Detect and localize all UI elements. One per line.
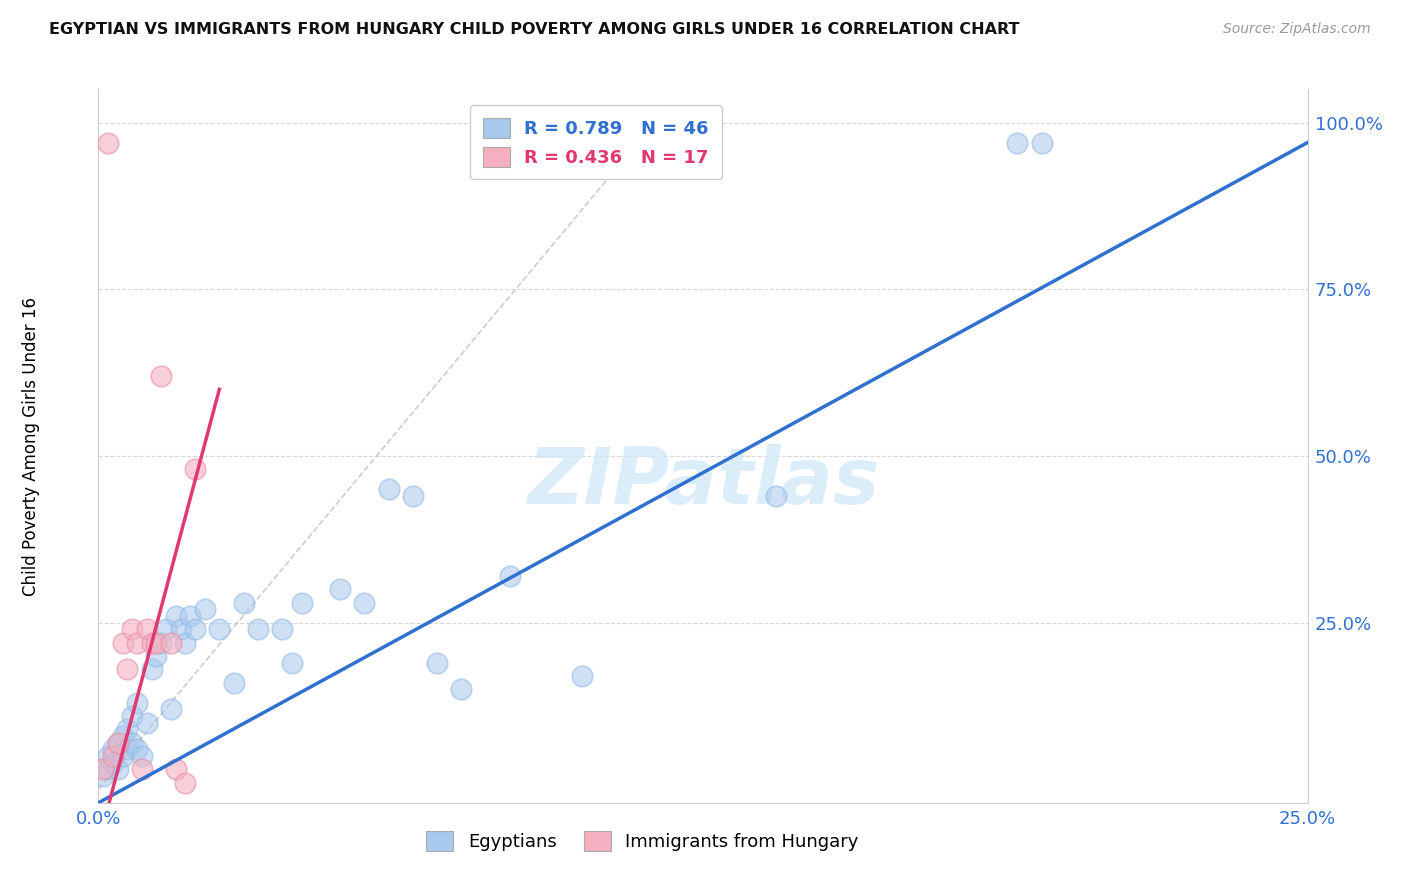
Point (145, 649, 167, 664)
Point (91, 763, 114, 777)
Point (111, 636, 134, 650)
Point (232, 596, 254, 610)
Point (127, 636, 149, 650)
Point (145, 636, 167, 650)
Point (150, 636, 173, 650)
Point (174, 776, 197, 790)
Point (271, 623, 294, 637)
Point (97, 763, 120, 777)
Point (121, 736, 143, 750)
Point (169, 623, 191, 637)
Point (107, 736, 129, 750)
Point (247, 623, 270, 637)
Point (194, 602, 217, 616)
Point (184, 623, 207, 637)
Point (353, 596, 375, 610)
Point (174, 636, 197, 650)
Point (131, 749, 153, 764)
Point (101, 749, 124, 764)
Point (117, 742, 139, 756)
Point (127, 696, 149, 710)
Point (135, 623, 157, 637)
Point (150, 368, 173, 383)
Point (208, 623, 231, 637)
Point (97, 749, 120, 764)
Point (290, 596, 312, 610)
Point (1031, 136, 1053, 150)
Text: Child Poverty Among Girls Under 16: Child Poverty Among Girls Under 16 (22, 296, 39, 596)
Point (179, 609, 201, 624)
Point (160, 636, 183, 650)
Point (135, 715, 157, 730)
Point (329, 582, 352, 597)
Point (765, 489, 787, 503)
Point (498, 569, 520, 583)
Legend: Egyptians, Immigrants from Hungary: Egyptians, Immigrants from Hungary (419, 823, 866, 858)
Point (111, 729, 134, 743)
Point (117, 723, 139, 737)
Point (155, 623, 177, 637)
Point (111, 749, 134, 764)
Point (571, 669, 593, 683)
Point (101, 756, 124, 770)
Point (127, 742, 149, 756)
Point (160, 702, 183, 716)
Point (141, 662, 163, 676)
Point (402, 489, 425, 503)
Text: ZIPatlas: ZIPatlas (527, 443, 879, 520)
Point (377, 483, 399, 497)
Point (121, 709, 143, 723)
Point (107, 736, 129, 750)
Point (91, 769, 114, 783)
Point (450, 682, 472, 697)
Point (141, 636, 163, 650)
Point (165, 763, 187, 777)
Point (165, 609, 187, 624)
Point (121, 623, 143, 637)
Point (97, 136, 120, 150)
Point (117, 662, 139, 676)
Point (426, 656, 449, 670)
Point (1007, 136, 1029, 150)
Point (184, 462, 207, 476)
Text: Source: ZipAtlas.com: Source: ZipAtlas.com (1223, 22, 1371, 37)
Point (222, 675, 245, 690)
Point (281, 656, 304, 670)
Point (107, 763, 129, 777)
Point (101, 742, 124, 756)
Text: EGYPTIAN VS IMMIGRANTS FROM HUNGARY CHILD POVERTY AMONG GIRLS UNDER 16 CORRELATI: EGYPTIAN VS IMMIGRANTS FROM HUNGARY CHIL… (49, 22, 1019, 37)
Point (131, 763, 153, 777)
